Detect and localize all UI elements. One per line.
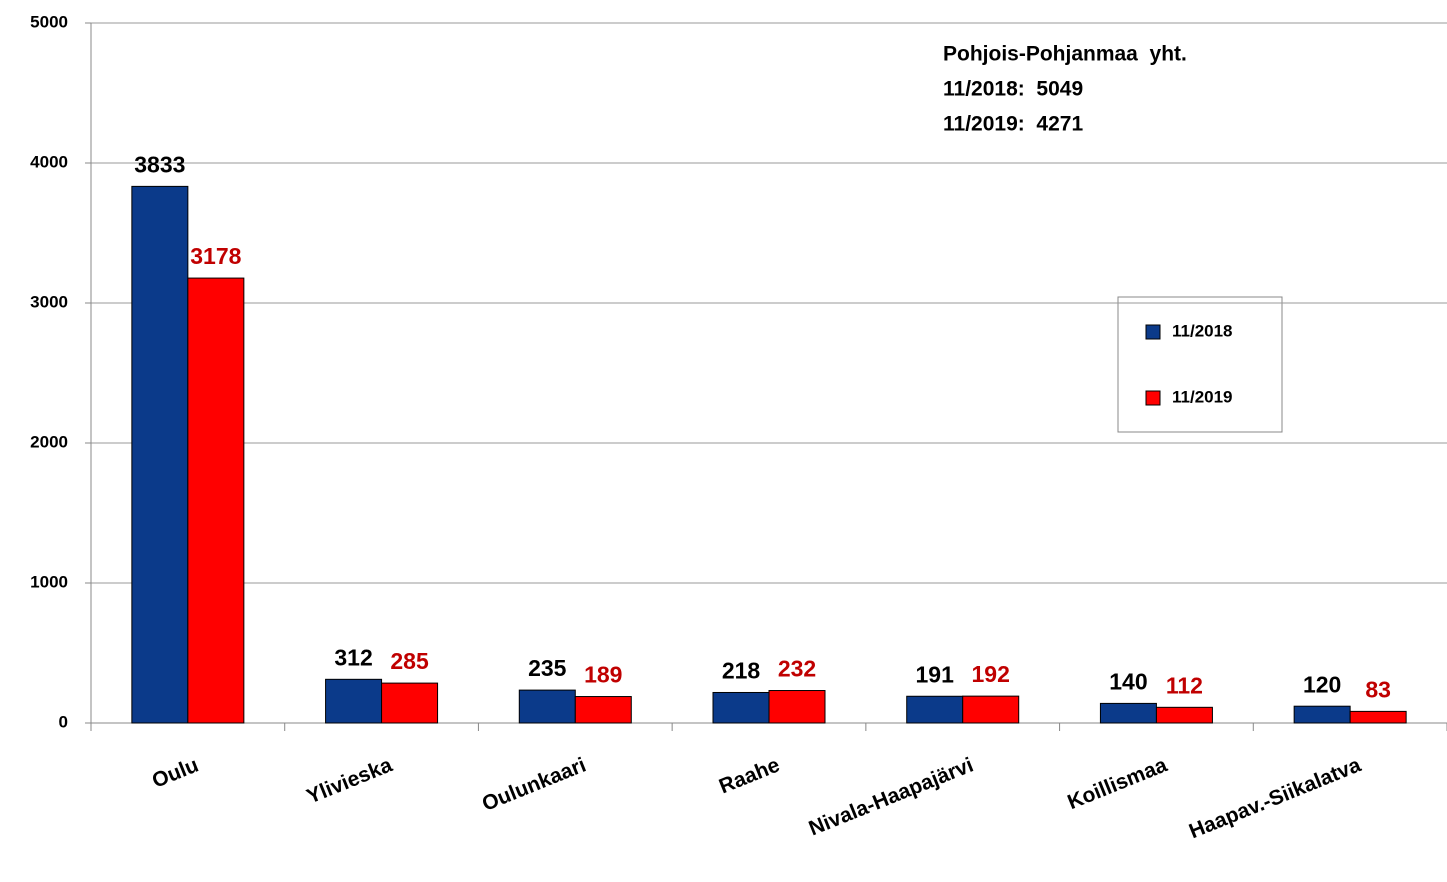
x-tick-label: Oulunkaari [479,753,589,815]
x-tick-label: Oulu [149,753,202,792]
x-tick-label: Haapav.-Siikalatva [1186,753,1364,843]
bar [187,277,245,724]
bar [1155,706,1213,724]
data-label: 3178 [190,243,241,269]
data-label: 120 [1303,671,1341,697]
y-tick-label: 0 [59,712,68,731]
data-label: 83 [1365,676,1391,702]
y-tick-label: 4000 [30,152,68,171]
bar [1349,710,1407,724]
bar [381,682,439,724]
annotation: 11/2019: 4271 [943,113,1083,136]
data-label: 285 [390,648,429,674]
bar [962,695,1020,724]
legend-label: 11/2018 [1172,321,1233,340]
bar [574,696,632,724]
legend-swatch [1145,324,1161,340]
legend-swatch [1145,390,1161,406]
y-tick-label: 5000 [30,12,68,31]
bar [131,185,189,724]
y-tick-label: 1000 [30,572,68,591]
data-label: 140 [1109,668,1147,694]
data-label: 3833 [134,151,185,177]
annotation: 11/2018: 5049 [943,78,1083,101]
legend-label: 11/2019 [1172,387,1233,406]
bar [712,691,770,724]
data-label: 232 [778,656,816,682]
data-label: 191 [916,661,955,687]
annotation: Pohjois-Pohjanmaa yht. [943,43,1187,66]
bar [1293,705,1351,724]
x-tick-label: Nivala-Haapajärvi [806,753,977,840]
data-label: 192 [972,661,1010,687]
y-tick-label: 3000 [30,292,68,311]
x-tick-label: Koillismaa [1064,753,1170,814]
bar [906,695,964,724]
data-label: 235 [528,655,567,681]
x-tick-label: Ylivieska [304,753,396,808]
data-label: 312 [334,644,372,670]
bar [325,678,383,724]
bar [768,690,826,724]
x-tick-label: Raahe [716,753,783,798]
data-label: 189 [584,662,622,688]
data-label: 218 [722,658,761,684]
legend-box [1117,296,1283,433]
bar [518,689,576,724]
bar [1099,702,1157,724]
y-tick-label: 2000 [30,432,68,451]
data-label: 112 [1166,672,1203,698]
